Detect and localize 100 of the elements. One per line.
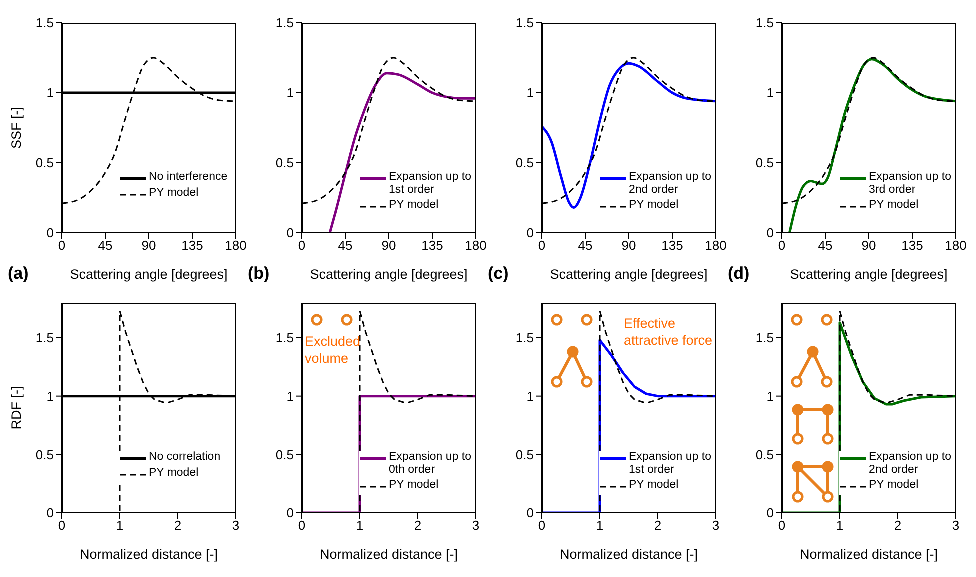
y-tick-label: 0 <box>766 506 774 521</box>
legend-label: PY model <box>629 199 680 212</box>
x-tick-label: 135 <box>422 238 444 254</box>
text: (a) <box>8 264 29 284</box>
y-tick-label: 0.5 <box>756 447 774 462</box>
annotation: Excluded volume <box>305 333 362 367</box>
legend-label: PY model <box>149 187 200 200</box>
y-tick-label: 1 <box>286 86 294 101</box>
x-tick-label: 90 <box>622 238 636 254</box>
legend-label: Expansion up to 2nd order <box>869 451 952 477</box>
legend-label: PY model <box>869 479 920 492</box>
x-tick-label: 1 <box>596 518 604 534</box>
y-axis-title: SSF [-] <box>8 106 24 150</box>
x-axis-title: Normalized distance [-] <box>800 547 938 562</box>
x-tick-label: 3 <box>712 518 720 534</box>
x-tick-label: 2 <box>894 518 902 534</box>
annotation: Effective attractive force <box>624 315 714 349</box>
y-tick-label: 0 <box>46 226 54 241</box>
x-tick-label: 0 <box>58 518 66 534</box>
x-axis-title: Normalized distance [-] <box>80 547 218 562</box>
y-tick-label: 0 <box>286 506 294 521</box>
y-tick-label: 0.5 <box>756 156 774 171</box>
y-tick-label: 0 <box>46 506 54 521</box>
x-tick-label: 2 <box>174 518 182 534</box>
y-tick-label: 1 <box>46 388 54 404</box>
y-tick-label: 1 <box>46 86 54 101</box>
x-tick-label: 45 <box>818 238 833 254</box>
x-tick-label: 180 <box>945 238 967 254</box>
x-tick-label: 135 <box>182 238 204 254</box>
y-tick-label: 1 <box>526 388 534 404</box>
x-tick-label: 1 <box>356 518 364 534</box>
y-tick-label: 0.5 <box>516 447 534 462</box>
x-tick-label: 90 <box>142 238 156 254</box>
x-axis-title: Scattering angle [degrees] <box>310 267 468 282</box>
x-axis-title: Scattering angle [degrees] <box>790 267 948 282</box>
x-tick-label: 3 <box>232 518 240 534</box>
x-tick-label: 45 <box>98 238 113 254</box>
legend-label: Expansion up to 3rd order <box>869 171 952 197</box>
y-tick-label: 1 <box>286 388 294 404</box>
y-tick-label: 1.5 <box>36 16 54 31</box>
x-tick-label: 1 <box>116 518 124 534</box>
y-tick-label: 0.5 <box>36 156 54 171</box>
x-axis-title: Scattering angle [degrees] <box>550 267 708 282</box>
legend-label: Expansion up to 2nd order <box>629 171 712 197</box>
x-tick-label: 90 <box>382 238 396 254</box>
x-tick-label: 90 <box>862 238 876 254</box>
line-series <box>328 72 476 233</box>
y-axis-title: RDF [-] <box>8 386 24 430</box>
x-tick-label: 135 <box>662 238 684 254</box>
x-tick-label: 180 <box>225 238 247 254</box>
text: (d) <box>728 264 750 284</box>
x-tick-label: 180 <box>465 238 487 254</box>
legend-label: PY model <box>149 467 200 480</box>
y-tick-label: 1 <box>766 86 774 101</box>
x-tick-label: 0 <box>298 518 306 534</box>
x-tick-label: 45 <box>338 238 353 254</box>
x-tick-label: 0 <box>538 238 546 254</box>
x-axis-title: Scattering angle [degrees] <box>70 267 228 282</box>
x-tick-label: 3 <box>952 518 960 534</box>
text: (c) <box>488 264 509 284</box>
y-tick-label: 0.5 <box>276 447 294 462</box>
x-tick-label: 2 <box>414 518 422 534</box>
y-tick-label: 1 <box>766 388 774 404</box>
y-tick-label: 0 <box>766 226 774 241</box>
legend-label: PY model <box>389 199 440 212</box>
legend-label: PY model <box>629 479 680 492</box>
x-tick-label: 0 <box>778 238 786 254</box>
x-tick-label: 0 <box>58 238 66 254</box>
legend-label: Expansion up to 0th order <box>389 451 472 477</box>
x-tick-label: 45 <box>578 238 593 254</box>
text: (b) <box>248 264 270 284</box>
y-tick-label: 1.5 <box>516 16 534 31</box>
x-tick-label: 0 <box>538 518 546 534</box>
x-tick-label: 1 <box>836 518 844 534</box>
y-tick-label: 1.5 <box>276 330 294 346</box>
x-tick-label: 0 <box>298 238 306 254</box>
legend-label: PY model <box>869 199 920 212</box>
y-tick-label: 0 <box>526 506 534 521</box>
legend-label: Expansion up to 1st order <box>389 171 472 197</box>
legend-label: PY model <box>389 479 440 492</box>
x-axis-title: Normalized distance [-] <box>320 547 458 562</box>
legend-label: Expansion up to 1st order <box>629 451 712 477</box>
y-tick-label: 0 <box>526 226 534 241</box>
y-tick-label: 1.5 <box>516 330 534 346</box>
y-tick-label: 1 <box>526 86 534 101</box>
y-tick-label: 1.5 <box>756 330 774 346</box>
y-tick-label: 1.5 <box>36 330 54 346</box>
x-tick-label: 3 <box>472 518 480 534</box>
x-tick-label: 180 <box>705 238 727 254</box>
x-axis-title: Normalized distance [-] <box>560 547 698 562</box>
y-tick-label: 1.5 <box>276 16 294 31</box>
x-tick-label: 135 <box>902 238 924 254</box>
legend-label: No interference <box>149 171 229 184</box>
legend-label: No correlation <box>149 451 222 464</box>
x-tick-label: 2 <box>654 518 662 534</box>
y-tick-label: 0.5 <box>516 156 534 171</box>
y-tick-label: 1.5 <box>756 16 774 31</box>
x-tick-label: 0 <box>778 518 786 534</box>
y-tick-label: 0 <box>286 226 294 241</box>
y-tick-label: 0.5 <box>276 156 294 171</box>
